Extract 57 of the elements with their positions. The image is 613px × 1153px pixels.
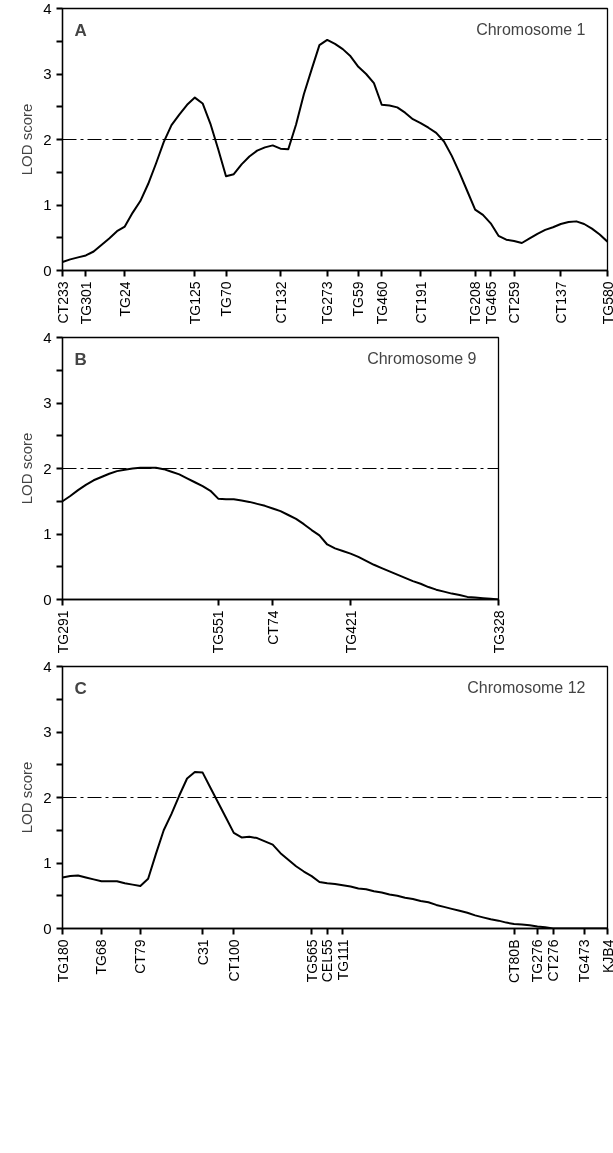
x-tick-label: TG551 — [210, 610, 227, 654]
x-tick-label: TG421 — [342, 610, 359, 654]
x-tick-label: CT74 — [264, 610, 281, 645]
x-tick-label: TG208 — [467, 281, 484, 325]
x-tick-label: CT276 — [545, 939, 561, 982]
annotation: Chromosome 9 — [367, 349, 477, 367]
x-tick-label: TG473 — [576, 939, 593, 983]
x-tick-label: TG460 — [373, 281, 390, 325]
x-tick-label: CT191 — [412, 281, 429, 324]
y-tick-label: 3 — [43, 723, 52, 740]
x-tick-label: CT259 — [506, 281, 523, 324]
y-tick-label: 1 — [43, 854, 52, 871]
y-tick-label: 4 — [43, 0, 52, 17]
x-tick-label: TG68 — [93, 939, 110, 975]
annotation: B — [74, 349, 87, 369]
annotation: A — [74, 20, 87, 40]
y-tick-label: 3 — [43, 394, 52, 411]
x-tick-label: TG180 — [54, 939, 71, 983]
x-tick-label: TG273 — [319, 281, 336, 325]
y-axis-title: LOD score — [18, 761, 36, 834]
y-tick-label: 1 — [43, 525, 52, 542]
x-tick-label: C31 — [194, 939, 211, 966]
y-tick-label: 4 — [43, 657, 52, 675]
x-tick-label: CT137 — [552, 281, 569, 324]
y-tick-label: 0 — [43, 590, 52, 608]
x-tick-label: TG111 — [334, 939, 351, 981]
x-tick-label: CT80B — [506, 939, 523, 984]
annotation: C — [74, 678, 87, 698]
x-tick-label: KJB4 — [599, 939, 613, 973]
y-tick-label: 2 — [43, 130, 52, 148]
x-tick-label: TG580 — [599, 281, 613, 325]
x-tick-label: TG125 — [186, 281, 203, 325]
annotation: Chromosome 1 — [476, 20, 586, 38]
x-tick-label: CT79 — [132, 939, 149, 974]
x-tick-label: CT132 — [272, 281, 289, 324]
y-tick-label: 0 — [43, 919, 52, 937]
x-tick-label: TG291 — [54, 610, 71, 654]
x-tick-label: TG70 — [218, 281, 234, 317]
y-tick-label: 4 — [43, 328, 52, 346]
y-tick-label: 2 — [43, 459, 52, 477]
x-tick-label: TG301 — [77, 281, 94, 325]
x-tick-label: TG328 — [490, 610, 507, 654]
x-tick-label: CEL55 — [319, 939, 336, 983]
y-axis-title: LOD score — [18, 432, 36, 505]
y-tick-label: 0 — [43, 261, 52, 279]
x-tick-label: TG59 — [350, 281, 367, 317]
annotation: Chromosome 12 — [467, 678, 586, 696]
y-tick-label: 3 — [43, 65, 52, 82]
x-tick-label: TG24 — [116, 281, 133, 317]
x-tick-label: TG565 — [303, 939, 320, 983]
x-tick-label: TG276 — [529, 939, 546, 983]
y-tick-label: 1 — [43, 196, 52, 213]
y-axis-title: LOD score — [18, 103, 36, 176]
x-tick-label: CT233 — [54, 281, 71, 324]
x-tick-label: CT100 — [225, 939, 242, 982]
y-tick-label: 2 — [43, 788, 52, 806]
x-tick-label: TG465 — [482, 281, 499, 325]
